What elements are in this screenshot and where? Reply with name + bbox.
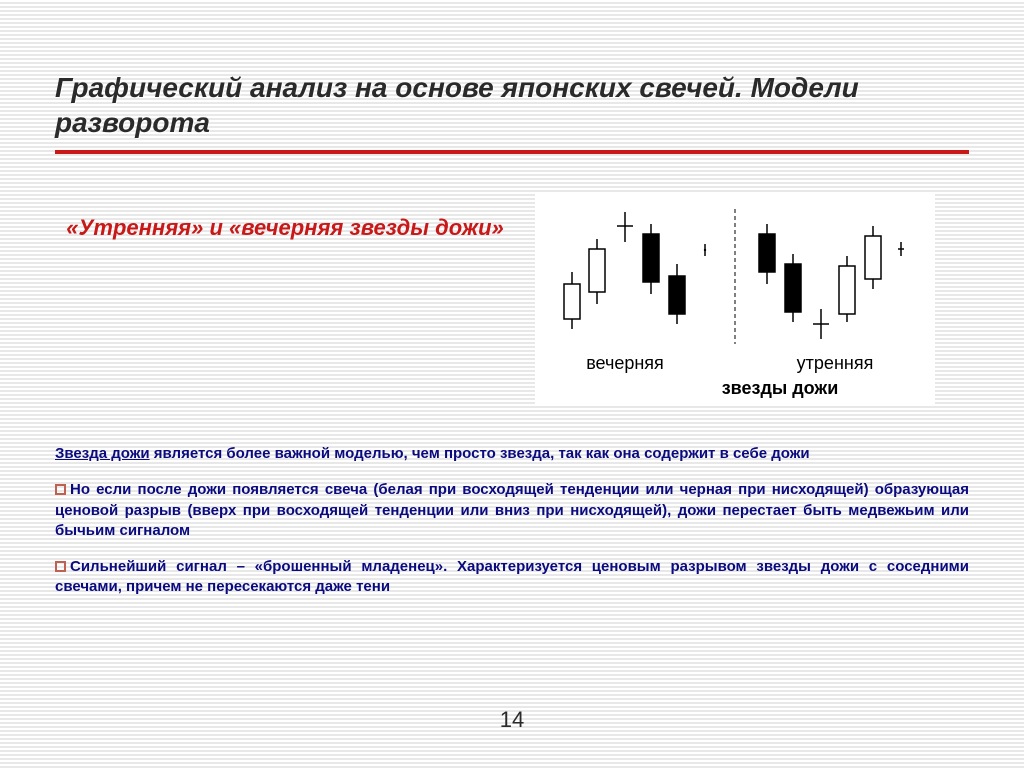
svg-text:утренняя: утренняя: [797, 353, 874, 373]
slide: Графический анализ на основе японских св…: [0, 0, 1024, 768]
chart-svg: вечерняя утренняя звезды дожи: [535, 194, 935, 404]
page-number: 14: [0, 707, 1024, 733]
subtitle: «Утренняя» и «вечерняя звезды дожи»: [55, 194, 515, 243]
bullet-list: Звезда дожи является более важной модель…: [55, 444, 969, 598]
bullet-1: Звезда дожи является более важной модель…: [55, 444, 969, 464]
slide-title: Графический анализ на основе японских св…: [55, 70, 969, 140]
upper-row: «Утренняя» и «вечерняя звезды дожи» вече…: [55, 194, 969, 404]
svg-text:звезды дожи: звезды дожи: [722, 378, 839, 398]
bullet-square-icon: [55, 561, 66, 572]
candlestick-chart: вечерняя утренняя звезды дожи: [535, 194, 935, 404]
bullet-square-icon: [55, 484, 66, 495]
bullet-2: Но если после дожи появляется свеча (бел…: [55, 480, 969, 541]
bullet-3-text: Сильнейший сигнал – «брошенный младенец»…: [55, 558, 969, 595]
bullet-1-underlined: Звезда дожи: [55, 445, 150, 462]
svg-text:вечерняя: вечерняя: [586, 353, 664, 373]
title-underline: [55, 150, 969, 154]
bullet-2-text: Но если после дожи появляется свеча (бел…: [55, 481, 969, 539]
bullet-1-rest: является более важной моделью, чем прост…: [150, 445, 810, 462]
bullet-3: Сильнейший сигнал – «брошенный младенец»…: [55, 557, 969, 598]
